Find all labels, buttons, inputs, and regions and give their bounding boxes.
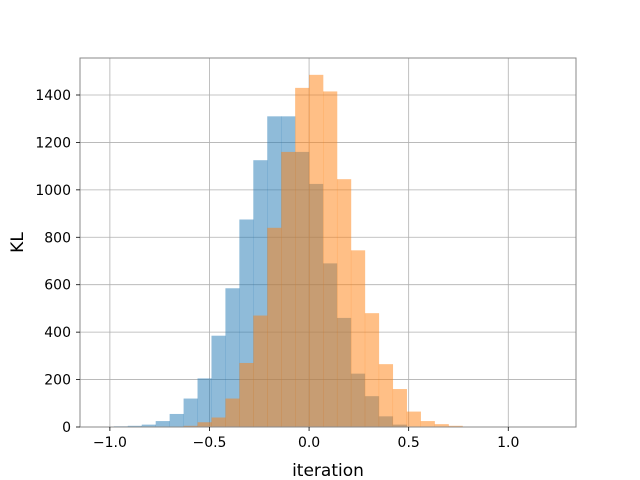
- histogram-bar-series-1: [225, 288, 240, 427]
- x-tick-label: 1.0: [497, 435, 519, 451]
- histogram-bar-series-2: [197, 422, 212, 427]
- y-tick-label: 1200: [35, 135, 71, 151]
- y-tick-label: 400: [44, 325, 71, 341]
- histogram-bar-series-1: [183, 398, 198, 427]
- x-axis-label: iteration: [292, 461, 364, 480]
- histogram-bar-series-2: [239, 362, 254, 427]
- x-tick-label: −1.0: [93, 435, 127, 451]
- histogram-bar-series-2: [364, 313, 380, 427]
- x-tick-label: 0.5: [398, 435, 420, 451]
- x-tick-label: −0.5: [192, 435, 226, 451]
- axis-ticks: −1.0 −0.5 0.0 0.5 1.0 0 200 400 600 800 1000 1200 14…: [35, 88, 519, 451]
- plot-frame: [79, 57, 577, 428]
- histogram-bar-series-1: [141, 424, 156, 427]
- histogram-bar-series-2: [392, 389, 407, 427]
- x-tick-label: 0.0: [298, 435, 320, 451]
- histogram-bar-series-2: [323, 91, 338, 428]
- histogram-bar-series-1: [155, 421, 170, 427]
- histogram-bar-series-2: [183, 425, 198, 427]
- histogram-bar-series-2: [434, 424, 449, 427]
- histogram-bar-series-1: [197, 378, 212, 427]
- histogram-bar-series-2: [211, 417, 226, 427]
- histogram-bar-series-2: [295, 87, 310, 427]
- histogram-bar-series-2: [253, 315, 268, 427]
- histogram-bar-series-2: [225, 398, 240, 427]
- y-axis-label: KL: [8, 232, 28, 253]
- y-tick-label: 600: [44, 278, 71, 294]
- histogram-bar-series-1: [211, 335, 226, 427]
- histogram-bars: [113, 74, 505, 428]
- histogram-bar-series-2: [267, 227, 282, 427]
- y-tick-label: 1400: [35, 88, 71, 104]
- y-tick-label: 1000: [35, 183, 71, 199]
- histogram-bar-series-2: [448, 425, 463, 427]
- histogram-bar-series-2: [420, 421, 435, 427]
- histogram-bar-series-1: [127, 425, 143, 427]
- histogram-bar-series-2: [309, 74, 324, 427]
- histogram-bar-series-2: [336, 179, 352, 427]
- histogram-bar-series-1: [169, 413, 184, 427]
- histogram-bar-series-2: [378, 364, 394, 427]
- histogram-bar-series-2: [350, 250, 366, 427]
- y-tick-label: 200: [44, 373, 71, 389]
- histogram-bar-series-2: [406, 411, 421, 427]
- y-tick-label: 800: [44, 230, 71, 246]
- y-tick-label: 0: [62, 420, 71, 436]
- histogram-bar-series-2: [281, 151, 296, 427]
